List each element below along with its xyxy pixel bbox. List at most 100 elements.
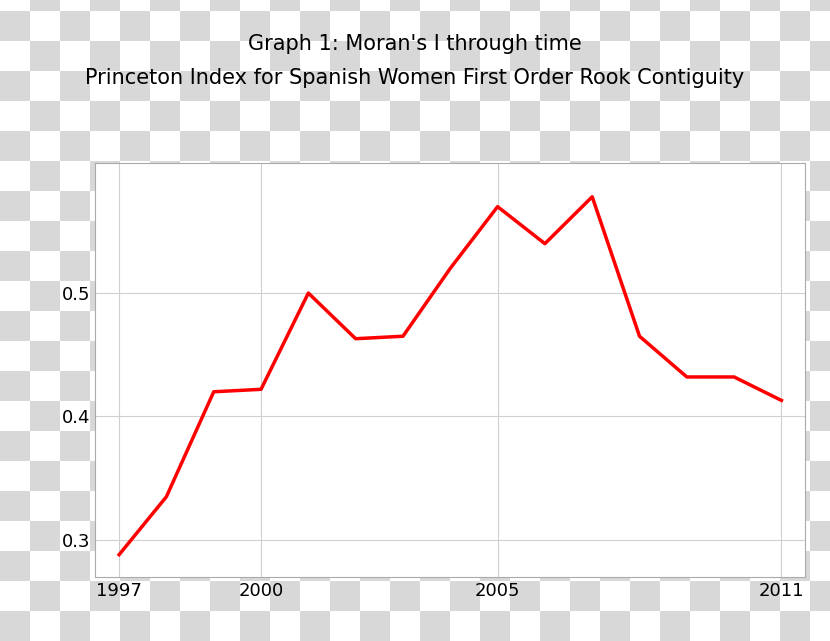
Bar [510,581,540,611]
Bar [450,101,480,131]
Bar [90,251,120,281]
Bar [30,551,60,581]
Bar [90,221,120,251]
Bar [30,221,60,251]
Bar [0,191,30,221]
Bar [0,401,30,431]
Bar [660,581,690,611]
Bar [450,431,480,461]
Bar [540,461,570,491]
Bar [240,311,270,341]
Bar [210,551,240,581]
Bar [540,611,570,641]
Bar [30,341,60,371]
Bar [540,551,570,581]
Bar [690,551,720,581]
Bar [240,491,270,521]
Bar [660,251,690,281]
Bar [210,161,240,191]
Bar [330,251,360,281]
Bar [300,491,330,521]
Bar [30,311,60,341]
Bar [30,281,60,311]
Bar [420,281,450,311]
Bar [150,461,180,491]
Bar [780,401,810,431]
Bar [360,131,390,161]
Bar [270,371,300,401]
Bar [420,11,450,41]
Bar [330,401,360,431]
Bar [690,341,720,371]
Bar [660,491,690,521]
Bar [150,491,180,521]
Bar [510,611,540,641]
Bar [300,191,330,221]
Bar [60,611,90,641]
Bar [0,311,30,341]
Bar [600,251,630,281]
Bar [120,371,150,401]
Bar [600,551,630,581]
Bar [150,221,180,251]
Bar [390,71,420,101]
Bar [720,131,750,161]
Bar [360,401,390,431]
Bar [690,221,720,251]
Bar [810,491,830,521]
Bar [390,581,420,611]
Bar [720,461,750,491]
Bar [510,11,540,41]
Bar [240,131,270,161]
Bar [630,71,660,101]
Bar [150,431,180,461]
Bar [360,0,390,11]
Bar [720,281,750,311]
Bar [180,551,210,581]
Bar [630,341,660,371]
Bar [360,71,390,101]
Bar [720,11,750,41]
Bar [30,41,60,71]
Bar [750,431,780,461]
Bar [120,311,150,341]
Bar [90,341,120,371]
Bar [60,521,90,551]
Bar [780,461,810,491]
Bar [360,521,390,551]
Bar [660,101,690,131]
Bar [540,431,570,461]
Bar [240,401,270,431]
Bar [390,461,420,491]
Bar [450,551,480,581]
Bar [240,521,270,551]
Bar [600,71,630,101]
Bar [60,101,90,131]
Bar [480,131,510,161]
Bar [90,41,120,71]
Bar [270,251,300,281]
Bar [450,521,480,551]
Bar [630,491,660,521]
Bar [510,71,540,101]
Bar [720,0,750,11]
Bar [810,311,830,341]
Bar [360,581,390,611]
Bar [210,491,240,521]
Bar [0,611,30,641]
Bar [660,161,690,191]
Bar [180,341,210,371]
Bar [240,581,270,611]
Bar [810,611,830,641]
Bar [60,0,90,11]
Bar [120,521,150,551]
Bar [810,131,830,161]
Bar [570,371,600,401]
Bar [270,581,300,611]
Bar [570,191,600,221]
Bar [420,521,450,551]
Bar [330,11,360,41]
Bar [450,491,480,521]
Bar [90,281,120,311]
Bar [30,71,60,101]
